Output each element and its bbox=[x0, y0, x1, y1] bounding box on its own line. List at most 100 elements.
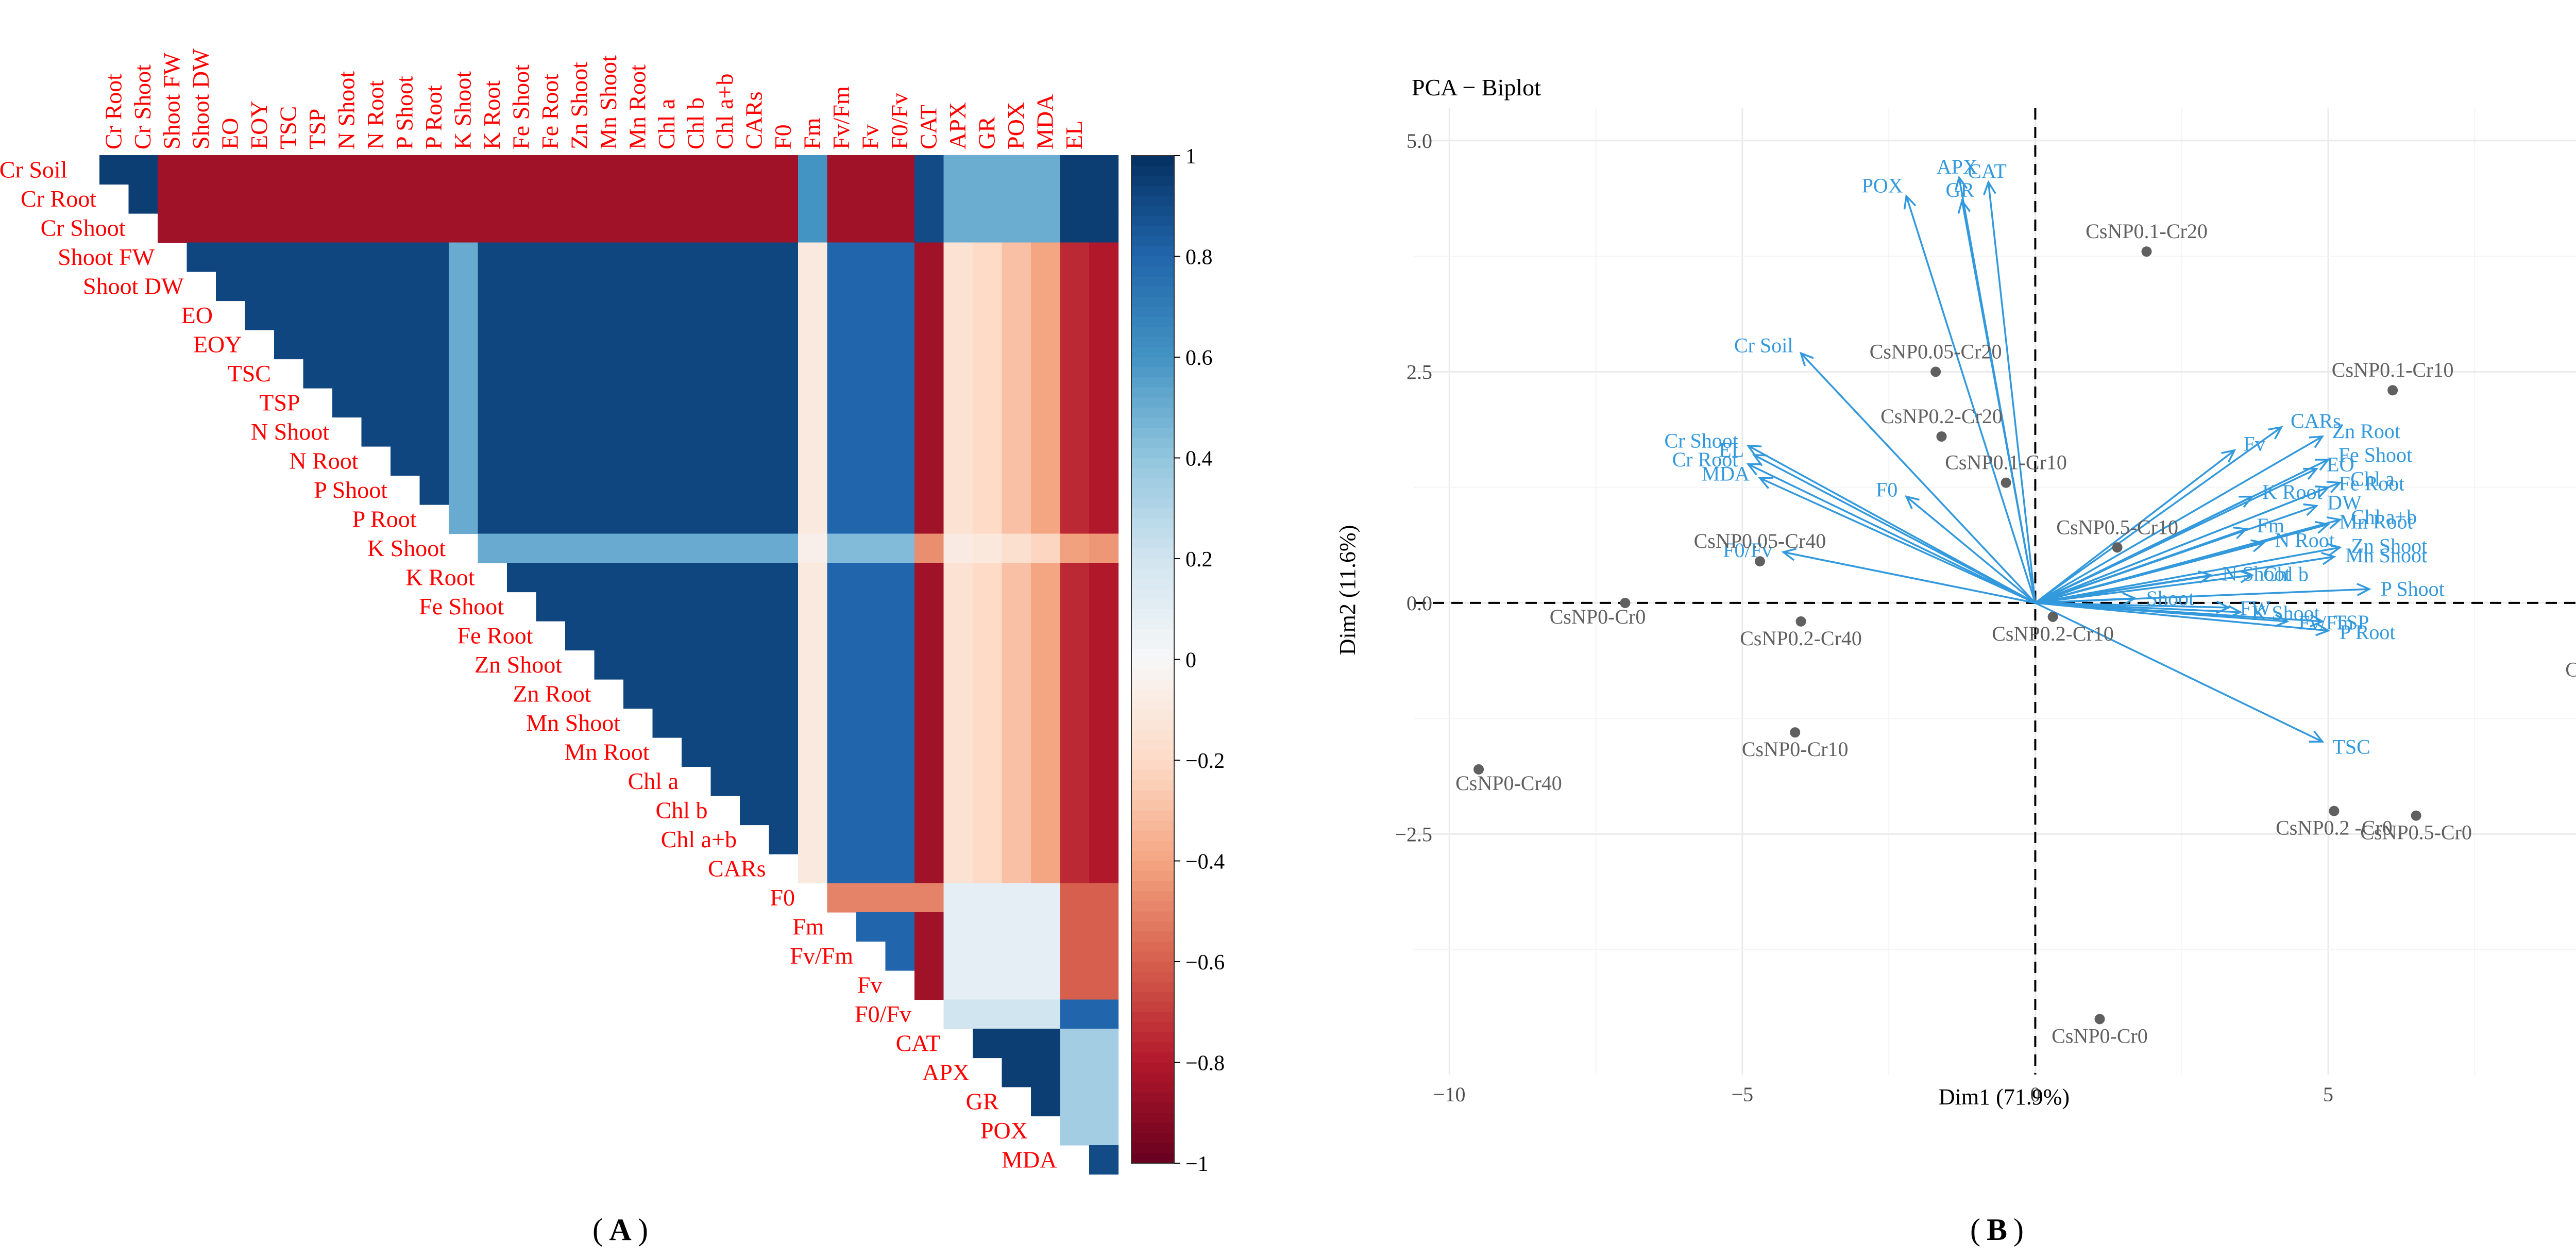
pca-score-label: CsNP0.1-Cr20 bbox=[2086, 220, 2208, 243]
heatmap-column-label: F0/Fv bbox=[886, 93, 912, 149]
heatmap-cell bbox=[710, 242, 740, 272]
heatmap-cell bbox=[1031, 446, 1061, 476]
heatmap-cell bbox=[594, 650, 624, 680]
heatmap-cell bbox=[973, 621, 1003, 651]
heatmap-cell bbox=[449, 388, 479, 418]
heatmap-row-label: POX bbox=[980, 1117, 1028, 1144]
heatmap-cell bbox=[682, 650, 711, 680]
colorbar-segment bbox=[1131, 196, 1174, 207]
heatmap-cell bbox=[973, 388, 1003, 418]
heatmap-cell bbox=[1002, 242, 1031, 272]
heatmap-cell bbox=[798, 505, 828, 534]
heatmap-cell bbox=[449, 300, 479, 330]
colorbar-segment bbox=[1131, 1093, 1174, 1103]
heatmap-cell bbox=[245, 242, 275, 272]
heatmap-cell bbox=[594, 505, 624, 534]
colorbar-segment bbox=[1131, 730, 1174, 741]
heatmap-row-label: Zn Root bbox=[513, 680, 591, 707]
heatmap-cell bbox=[536, 592, 566, 622]
pca-loading-label: APX bbox=[1937, 155, 1978, 178]
heatmap-cell bbox=[419, 213, 449, 243]
heatmap-cell bbox=[710, 505, 740, 534]
heatmap-cell bbox=[943, 533, 973, 563]
heatmap-cell bbox=[856, 359, 886, 389]
heatmap-cell bbox=[943, 155, 973, 185]
heatmap-cell bbox=[536, 563, 566, 593]
heatmap-cell bbox=[710, 213, 740, 243]
heatmap-cell bbox=[740, 388, 770, 418]
heatmap-cell bbox=[1089, 883, 1119, 913]
pca-loading-label: Zn Root bbox=[2332, 420, 2400, 443]
heatmap-cell bbox=[216, 155, 246, 185]
heatmap-row-label: Fv/Fm bbox=[790, 943, 853, 969]
heatmap-cell bbox=[827, 563, 857, 593]
heatmap-cell bbox=[827, 825, 857, 854]
heatmap-cell bbox=[827, 388, 857, 418]
colorbar-segment bbox=[1131, 1042, 1174, 1053]
heatmap-cell bbox=[1031, 330, 1061, 360]
heatmap-cell bbox=[1002, 213, 1031, 243]
heatmap-cell bbox=[1002, 533, 1031, 563]
heatmap-cell bbox=[914, 388, 944, 418]
heatmap-cell bbox=[943, 766, 973, 796]
heatmap-cell bbox=[1002, 621, 1031, 651]
heatmap-cell bbox=[478, 533, 507, 563]
heatmap-cell bbox=[1002, 563, 1031, 593]
pca-loading-label: Cr Root bbox=[1672, 448, 1738, 471]
heatmap-cell bbox=[914, 475, 944, 505]
colorbar-tick-label: 0.2 bbox=[1185, 548, 1213, 572]
colorbar-segment bbox=[1131, 891, 1174, 902]
heatmap-cell bbox=[391, 272, 420, 301]
heatmap-cell bbox=[1002, 854, 1031, 884]
heatmap-cell bbox=[827, 621, 857, 651]
heatmap-cell bbox=[856, 446, 886, 476]
heatmap-cell bbox=[914, 650, 944, 680]
heatmap-cell bbox=[1089, 1087, 1119, 1117]
heatmap-cell bbox=[827, 533, 857, 563]
colorbar-segment bbox=[1131, 800, 1174, 811]
heatmap-cell bbox=[216, 213, 246, 243]
heatmap-cell bbox=[478, 359, 507, 389]
pca-x-tick-label: −5 bbox=[1732, 1083, 1754, 1106]
heatmap-column-label: N Shoot bbox=[333, 71, 359, 149]
heatmap-row-label: Fe Root bbox=[457, 622, 533, 648]
heatmap-cell bbox=[710, 388, 740, 418]
heatmap-cell bbox=[769, 184, 799, 214]
pca-score-label: CsNP0-Cr40 bbox=[1455, 771, 1562, 795]
pca-arrow-head bbox=[1746, 463, 1762, 476]
pca-loading-arrow bbox=[2035, 602, 2323, 743]
heatmap-cell bbox=[827, 650, 857, 680]
heatmap-cell bbox=[943, 941, 973, 971]
heatmap-cell bbox=[943, 825, 973, 854]
heatmap-cell bbox=[478, 388, 507, 418]
heatmap-cell bbox=[710, 272, 740, 301]
heatmap-cell bbox=[943, 359, 973, 389]
heatmap-cell bbox=[1002, 737, 1031, 767]
heatmap-cell bbox=[507, 184, 537, 214]
heatmap-cell bbox=[332, 242, 362, 272]
heatmap-cell bbox=[973, 505, 1003, 534]
pca-loading-label: N Root bbox=[2275, 529, 2335, 552]
heatmap-column-label: Mn Shoot bbox=[595, 55, 621, 149]
colorbar-segment bbox=[1131, 861, 1174, 871]
heatmap-cell bbox=[1002, 330, 1031, 360]
heatmap-cell bbox=[856, 388, 886, 418]
heatmap-cell bbox=[1002, 446, 1031, 476]
heatmap-cell bbox=[565, 184, 595, 214]
heatmap-cell bbox=[1002, 766, 1031, 796]
heatmap-cell bbox=[1031, 1029, 1061, 1059]
heatmap-cell bbox=[769, 213, 799, 243]
heatmap-cell bbox=[856, 184, 886, 214]
heatmap-cell bbox=[419, 359, 449, 389]
heatmap-cell bbox=[274, 184, 304, 214]
heatmap-cell bbox=[391, 242, 420, 272]
pca-arrow-head bbox=[2321, 551, 2336, 565]
heatmap-cell bbox=[914, 883, 944, 913]
heatmap-cell bbox=[391, 446, 420, 476]
heatmap-cell bbox=[274, 272, 304, 301]
heatmap-cell bbox=[245, 213, 275, 243]
heatmap-cell bbox=[419, 388, 449, 418]
pca-arrow-head bbox=[2122, 592, 2137, 606]
colorbar-segment bbox=[1131, 568, 1174, 579]
heatmap-cell bbox=[798, 184, 828, 214]
